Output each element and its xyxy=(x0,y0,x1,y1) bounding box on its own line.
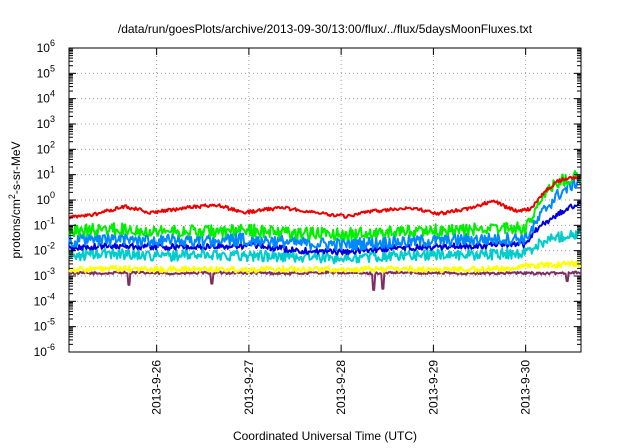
x-tick-label: 2013-9-28 xyxy=(334,360,348,415)
y-tick-label: 101 xyxy=(37,165,55,182)
y-tick-label: 102 xyxy=(37,139,55,156)
series-line xyxy=(68,270,582,291)
x-tick-label: 2013-9-26 xyxy=(150,360,164,415)
x-tick-label: 2013-9-29 xyxy=(426,360,440,415)
grid xyxy=(69,48,581,352)
x-tick-label: 2013-9-30 xyxy=(519,360,533,415)
y-tick-labels: 10-6 10-5 10-4 10-3 10-2 10-1 100 101 102 103 104 1… xyxy=(34,38,55,359)
series-line xyxy=(68,260,582,274)
series-line xyxy=(68,227,582,265)
y-tick-label: 10-6 xyxy=(34,342,55,359)
series-layer xyxy=(68,170,582,291)
series-line xyxy=(68,170,582,241)
chart-title: /data/run/goesPlots/archive/2013-09-30/1… xyxy=(118,22,533,36)
series-line xyxy=(68,176,582,252)
y-tick-label: 10-3 xyxy=(34,266,55,283)
y-tick-label: 10-2 xyxy=(34,241,55,258)
y-tick-label: 104 xyxy=(37,89,55,106)
y-tick-label: 10-5 xyxy=(34,317,55,334)
y-tick-label: 10-4 xyxy=(34,291,55,308)
y-tick-label: 10-1 xyxy=(34,215,55,232)
y-tick-label: 100 xyxy=(37,190,55,207)
x-tick-labels: 2013-9-26 2013-9-27 2013-9-28 2013-9-29 2013… xyxy=(150,360,533,415)
series-line xyxy=(68,201,582,256)
y-axis-label: protons/cm2-s-sr-MeV xyxy=(7,141,23,258)
x-tick-label: 2013-9-27 xyxy=(242,360,256,415)
ticks xyxy=(69,47,581,353)
series-line xyxy=(68,175,582,220)
y-tick-label: 105 xyxy=(37,63,55,80)
y-tick-label: 106 xyxy=(37,38,55,55)
x-axis-label: Coordinated Universal Time (UTC) xyxy=(233,429,417,443)
y-tick-label: 103 xyxy=(37,114,55,131)
